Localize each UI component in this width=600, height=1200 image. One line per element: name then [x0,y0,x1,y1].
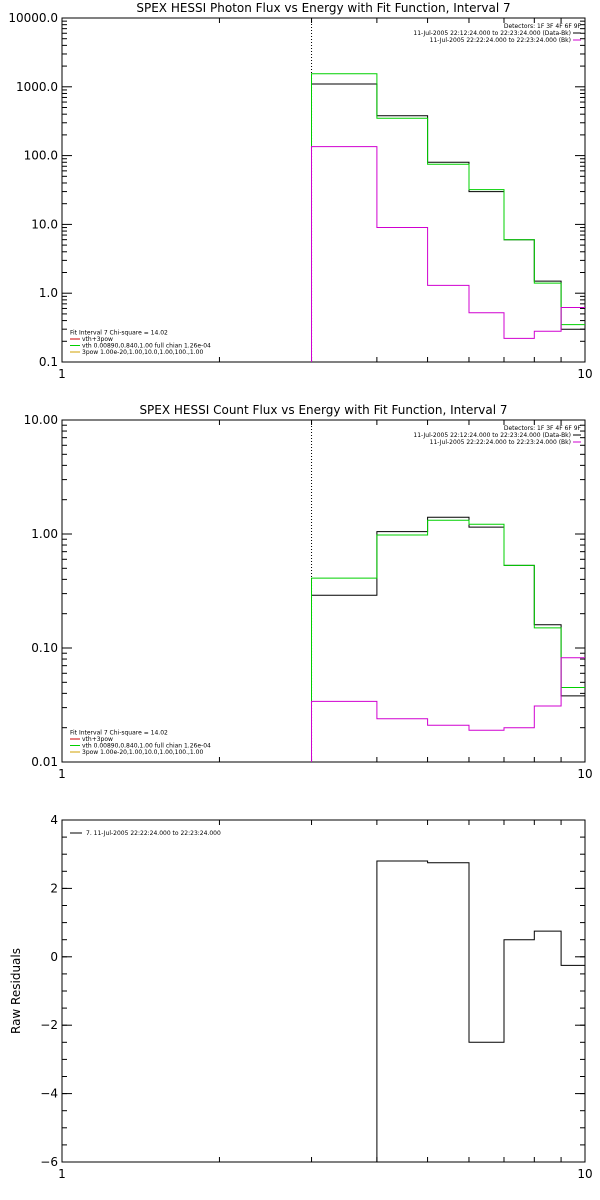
y-tick-label: 1000.0 [16,80,58,94]
y-tick-label: 0.1 [39,355,58,369]
y-tick-label: −6 [40,1155,58,1169]
legend-entry: Fit Interval 7 Chi-square = 14.02 [70,730,168,737]
legend-entry: 11-Jul-2005 22:12:24.000 to 22:23:24.000… [413,432,571,439]
y-tick-label: 100.0 [24,149,58,163]
histogram-series-0 [311,860,585,1163]
x-tick-label: 1 [58,767,66,781]
legend-entry: 3pow 1.00e-20,1.00,10.0,1.00,100.,1.00 [82,349,203,356]
count-flux-panel: SPEX HESSI Count Flux vs Energy with Fit… [0,400,600,800]
y-tick-label: −4 [40,1087,58,1101]
plot-frame [61,419,586,763]
y-tick-label: 1.0 [39,286,58,300]
legend-entry: vth+3pow [82,736,113,743]
plot-frame [61,819,586,1163]
photon-flux-panel: SPEX HESSI Photon Flux vs Energy with Fi… [0,0,600,400]
count-flux-chart: SPEX HESSI Count Flux vs Energy with Fit… [24,403,593,781]
y-tick-label: 1.00 [31,527,58,541]
histogram-series-1 [311,519,585,762]
x-tick-label: 1 [58,1167,66,1181]
plot-frame [61,17,586,363]
legend-entry: vth 0.00890,0.840,1.00 full chian 1.26e-… [82,343,211,350]
legend-entry: 3pow 1.00e-20,1.00,10.0,1.00,100.,1.00 [82,749,203,756]
y-tick-label: 10.00 [24,413,58,427]
y-tick-label: 10.0 [31,217,58,231]
legend-entry: 11-Jul-2005 22:22:24.000 to 22:23:24.000… [430,37,571,44]
legend-entry: vth+3pow [82,336,113,343]
legend-entry: 11-Jul-2005 22:22:24.000 to 22:23:24.000… [430,439,571,446]
x-tick-label: 10 [577,367,592,381]
y-tick-label: 4 [50,813,58,827]
histogram-series-0 [311,83,585,362]
y-tick-label: 0.10 [31,641,58,655]
chart-title: SPEX HESSI Photon Flux vs Energy with Fi… [136,1,510,15]
chart-title: SPEX HESSI Count Flux vs Energy with Fit… [139,403,507,417]
legend-entry: 11-Jul-2005 22:12:24.000 to 22:23:24.000… [413,30,571,37]
histogram-series-1 [311,73,585,362]
y-axis-label: Raw Residuals [9,948,23,1034]
histogram-series-2 [311,657,585,762]
y-tick-label: 0 [50,950,58,964]
y-tick-label: 10000.0 [8,11,58,25]
residuals-chart: Raw Residuals 1 10 −6 −4 −2 0 2 4 7. 11-Jul-2005 … [9,813,593,1181]
y-tick-label: −2 [40,1018,58,1032]
legend-entry: Fit Interval 7 Chi-square = 14.02 [70,330,168,337]
legend-entry: vth 0.00890,0.840,1.00 full chian 1.26e-… [82,743,211,750]
legend-entry: Detectors: 1F 3F 4F 6F 9F [504,425,582,432]
y-tick-label: 0.01 [31,755,58,769]
y-tick-label: 2 [50,881,58,895]
x-tick-label: 1 [58,367,66,381]
histogram-series-2 [311,146,585,362]
legend-entry: Detectors: 1F 3F 4F 6F 9F [504,23,582,30]
residuals-panel: Raw Residuals 1 10 −6 −4 −2 0 2 4 7. 11-Jul-2005 … [0,800,600,1200]
legend-entry: 7. 11-Jul-2005 22:22:24.000 to 22:23:24.… [86,830,221,837]
photon-flux-chart: SPEX HESSI Photon Flux vs Energy with Fi… [8,1,592,381]
x-tick-label: 10 [577,1167,592,1181]
x-tick-label: 10 [577,767,592,781]
